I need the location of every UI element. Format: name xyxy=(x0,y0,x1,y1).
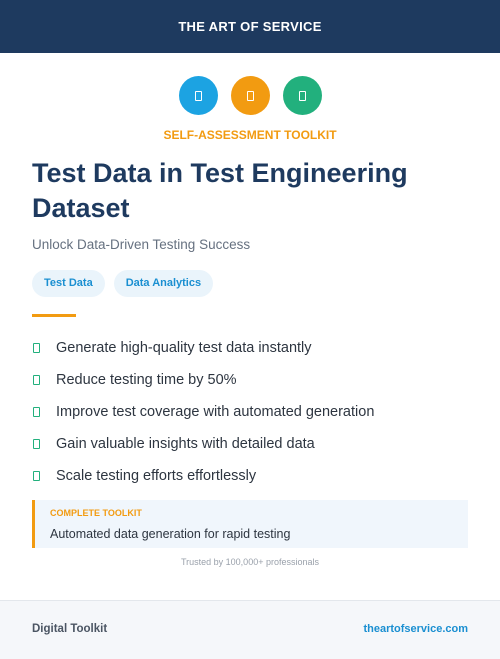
feature-text: Gain valuable insights with detailed dat… xyxy=(56,436,315,452)
list-item: Improve test coverage with automated gen… xyxy=(32,396,374,428)
callout-label: COMPLETE TOOLKIT xyxy=(50,508,142,518)
kicker-label: SELF-ASSESSMENT TOOLKIT xyxy=(163,128,337,142)
tag-data-analytics[interactable]: Data Analytics xyxy=(113,270,214,297)
footer-bar: Digital Toolkit theartofservice.com xyxy=(0,600,500,659)
feature-text: Scale testing efforts effortlessly xyxy=(56,468,257,484)
list-item: Generate high-quality test data instantl… xyxy=(32,332,374,364)
feature-text: Improve test coverage with automated gen… xyxy=(56,404,375,420)
website-link[interactable]: theartofservice.com xyxy=(363,623,468,635)
footer-label: Digital Toolkit xyxy=(32,623,108,635)
check-icon xyxy=(33,407,40,417)
tag-list: Test Data Data Analytics xyxy=(32,270,214,297)
check-icon xyxy=(33,343,40,353)
subtitle: Unlock Data-Driven Testing Success xyxy=(32,237,251,252)
trusted-note: Trusted by 100,000+ professionals xyxy=(180,557,319,567)
list-item: Scale testing efforts effortlessly xyxy=(32,460,374,492)
check-icon xyxy=(33,471,40,481)
feature-list: Generate high-quality test data instantl… xyxy=(32,332,374,492)
check-icon xyxy=(33,375,40,385)
document-icon xyxy=(230,76,270,115)
tag-test-data[interactable]: Test Data xyxy=(32,270,105,297)
list-item: Gain valuable insights with detailed dat… xyxy=(32,428,374,460)
document-icon xyxy=(282,76,322,115)
brand-name: THE ART OF SERVICE xyxy=(178,19,322,34)
feature-text: Reduce testing time by 50% xyxy=(56,372,237,388)
check-icon xyxy=(33,439,40,449)
feature-text: Generate high-quality test data instantl… xyxy=(56,340,312,356)
toolkit-callout: COMPLETE TOOLKIT Automated data generati… xyxy=(32,500,468,548)
page-title: Test Data in Test Engineering Dataset xyxy=(32,158,408,223)
icon-row xyxy=(0,76,500,115)
list-item: Reduce testing time by 50% xyxy=(32,364,374,396)
accent-divider xyxy=(32,314,76,317)
document-icon xyxy=(178,76,218,115)
callout-text: Automated data generation for rapid test… xyxy=(50,527,291,541)
header-bar: THE ART OF SERVICE xyxy=(0,0,500,53)
